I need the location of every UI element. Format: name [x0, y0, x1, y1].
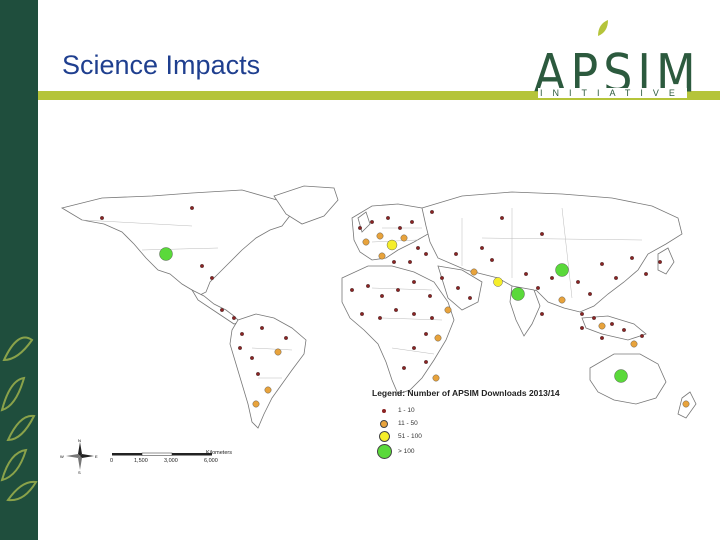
world-map — [60, 185, 697, 429]
apsim-logo: APSIM INITIATIVE — [530, 14, 696, 106]
north-america — [60, 189, 293, 297]
legend-item: > 100 — [376, 443, 560, 459]
scale-tick: 6,000 — [204, 458, 218, 464]
point — [378, 252, 386, 260]
slide-title: Science Impacts — [62, 50, 261, 80]
leaf-decoration-icon — [0, 336, 38, 502]
legend-label: 51 - 100 — [398, 433, 422, 440]
point — [432, 374, 440, 382]
point — [376, 232, 384, 240]
scale-tick: 0 — [110, 458, 114, 464]
africa — [341, 265, 455, 395]
legend-label: > 100 — [398, 447, 415, 455]
legend-item: 11 - 50 — [376, 417, 560, 430]
point — [682, 400, 690, 408]
point-india — [511, 287, 525, 301]
scale-tick: 3,000 — [164, 458, 178, 464]
point — [274, 348, 282, 356]
compass-n: N — [78, 438, 81, 443]
compass-rose-icon: N S E W — [60, 438, 98, 474]
legend-swatch-11-50 — [380, 419, 388, 428]
scale-unit: Kilometers — [206, 450, 232, 456]
se-asia-islands — [581, 315, 647, 341]
point-australia — [614, 369, 628, 383]
compass-s: S — [78, 470, 81, 474]
point — [630, 340, 638, 348]
small-points — [100, 206, 663, 376]
legend-swatch-51-100 — [378, 431, 390, 442]
point — [400, 234, 408, 242]
borders — [81, 207, 643, 379]
point-europe-yellow — [386, 239, 398, 251]
legend-label: 1 - 10 — [398, 407, 415, 414]
point — [264, 386, 272, 394]
legend-item: 1 - 10 — [376, 404, 560, 417]
landmasses — [60, 185, 697, 429]
point-china — [555, 263, 569, 277]
map-legend: Legend: Number of APSIM Downloads 2013/1… — [372, 388, 560, 459]
greenland — [273, 185, 339, 225]
point — [252, 400, 260, 408]
legend-label: 11 - 50 — [398, 420, 418, 427]
legend-title: Legend: Number of APSIM Downloads 2013/1… — [372, 388, 560, 398]
compass-e: E — [95, 454, 98, 459]
point — [434, 334, 442, 342]
scale-bar-graphic — [112, 452, 212, 456]
south-america — [229, 313, 307, 429]
point-pakistan-yellow — [493, 277, 503, 287]
europe — [351, 203, 435, 261]
download-points — [100, 206, 690, 408]
scale-bar: Kilometers 0 1,500 3,000 6,000 — [108, 450, 258, 470]
point — [598, 322, 606, 330]
compass-w: W — [60, 454, 64, 459]
asia — [421, 191, 683, 313]
logo-subtitle: INITIATIVE — [538, 88, 687, 98]
australia — [589, 353, 667, 405]
sidebar-band — [0, 0, 38, 540]
point — [444, 306, 452, 314]
point — [558, 296, 566, 304]
scale-tick: 1,500 — [134, 458, 148, 464]
japan — [657, 247, 675, 275]
legend-swatch-over-100 — [376, 443, 392, 459]
legend-swatch-1-10 — [382, 408, 386, 413]
title-rule — [38, 91, 720, 100]
point — [362, 238, 370, 246]
point — [470, 268, 478, 276]
logo-leaf-icon — [598, 20, 608, 36]
point-usa — [159, 247, 173, 261]
legend-item: 51 - 100 — [376, 430, 560, 443]
